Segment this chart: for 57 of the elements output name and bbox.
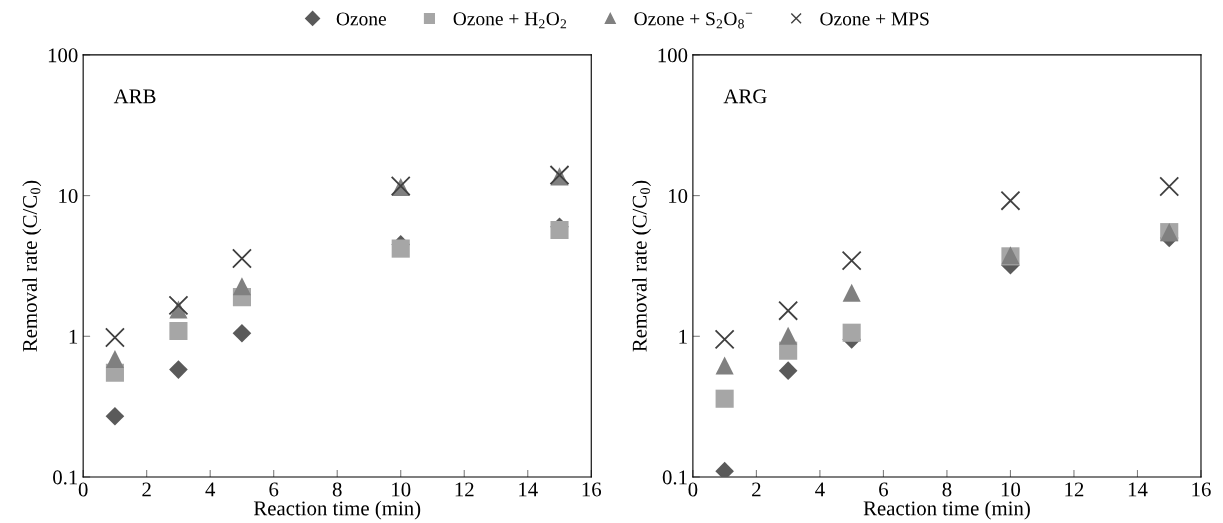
annotation: ARB [113,89,156,104]
y-tick-label: 0.1 [662,470,687,485]
legend-label: Ozone + MPS [820,12,929,26]
x-tick-label: 0 [688,482,698,497]
y-axis-title: Removal rate (C/C$_{0}$) [632,180,651,352]
y-tick-label: 10 [669,188,688,204]
annotation: ARG [723,89,767,104]
x-tick-label: 4 [815,482,825,497]
y-tick-label: 100 [658,48,688,63]
x-tick-label: 6 [269,482,279,497]
x-tick-label: 14 [519,482,538,497]
y-tick-label: 1 [679,329,687,344]
point [168,295,189,316]
x-tick-label: 12 [455,482,474,497]
y-tick-label: 1 [69,329,78,344]
point [104,327,125,348]
x-tick-label: 16 [1192,482,1211,497]
x-tick-label: 16 [582,482,602,497]
point [715,356,734,375]
point [842,323,861,342]
point [778,300,799,321]
point [715,389,734,408]
x-tick-label: 10 [1001,482,1021,497]
x-axis-title: Reaction time (min) [863,500,1030,520]
x-tick-label: 8 [332,482,342,497]
point [232,277,251,296]
point [169,360,188,379]
x-axis-title: Reaction time (min) [253,500,421,520]
x-tick-label: 12 [1065,482,1084,497]
x-tick-label: 6 [879,482,889,497]
x-tick-label: 8 [942,482,952,497]
legend-label: Ozone + H$_{2}$O$_{2}$ [453,12,567,29]
point [105,349,124,369]
x-tick-label: 2 [752,482,761,497]
point [779,326,798,345]
point [1000,190,1021,211]
y-axis-title: Removal rate (C/C$_{0}$) [22,180,42,352]
y-tick-label: 100 [48,48,78,63]
point [778,361,798,380]
legend-label: Ozone [336,12,386,26]
x-tick-label: 0 [78,482,88,497]
point [391,239,410,258]
x-tick-label: 2 [142,482,151,497]
point [1159,176,1180,197]
y-tick-label: 10 [59,188,78,204]
point [169,321,188,341]
y-tick-label: 0.1 [53,470,78,485]
point [841,250,862,271]
point [105,406,125,426]
point [842,283,861,302]
point [714,329,735,350]
point [232,323,252,343]
legend-label: Ozone + S$_{2}$O$_{8}$$^{−}$ [634,12,753,29]
x-tick-label: 4 [205,482,216,497]
x-tick-label: 14 [1128,482,1148,497]
x-tick-label: 10 [392,482,411,497]
point [231,248,252,269]
